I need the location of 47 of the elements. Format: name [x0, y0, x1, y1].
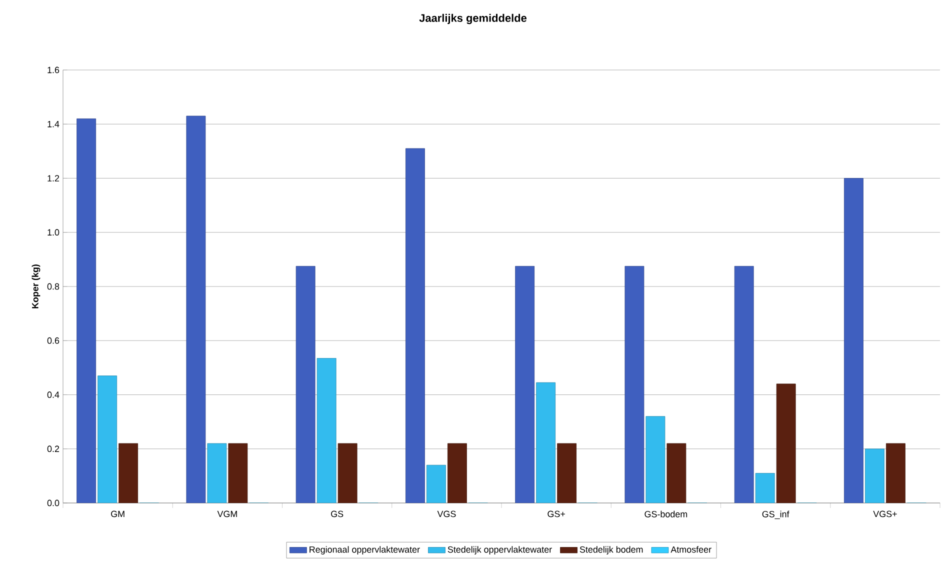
bar: [557, 443, 577, 503]
x-tick-label: VGS: [437, 510, 456, 518]
bar: [844, 178, 864, 503]
x-tick-label: GM: [111, 510, 124, 518]
legend-label: Regionaal oppervlaktewater: [310, 546, 420, 554]
bar: [406, 148, 425, 503]
y-tick-label: 1.4: [48, 121, 60, 128]
bar: [118, 443, 138, 503]
bar: [646, 416, 666, 503]
bar: [98, 376, 118, 503]
y-tick-label: 1.6: [48, 66, 60, 74]
bar: [228, 443, 248, 503]
x-tick-label: GS+: [548, 510, 565, 518]
y-tick-label: 0.4: [47, 392, 60, 398]
bar: [186, 116, 206, 503]
legend-label: Stedelijk oppervlaktewater: [448, 546, 552, 554]
bar: [338, 443, 358, 503]
bar: [296, 266, 316, 503]
bar: [755, 473, 775, 503]
y-tick-label: 1.2: [48, 175, 60, 182]
bar: [624, 266, 644, 503]
bar: [865, 448, 884, 503]
bar: [886, 443, 906, 503]
chart-title: Jaarlijks gemiddelde: [419, 14, 527, 24]
bar: [515, 266, 535, 503]
bar: [426, 464, 446, 503]
x-tick-label: GS: [331, 510, 344, 518]
y-tick-label: 0.6: [47, 337, 60, 344]
x-tick-label: VGM: [217, 510, 237, 518]
bar: [207, 443, 227, 503]
x-tick-label: VGS+: [873, 510, 897, 518]
y-tick-label: 1.0: [48, 229, 60, 236]
bar: [76, 118, 96, 503]
x-tick-label: GS-bodem: [644, 510, 688, 518]
y-tick-label: 0.0: [47, 500, 60, 506]
legend-label: Atmosfeer: [670, 546, 712, 553]
bar: [447, 443, 467, 503]
y-axis-title: Koper (kg): [32, 264, 40, 308]
bar: [776, 384, 796, 503]
bar: [316, 358, 336, 503]
y-tick-label: 0.2: [47, 446, 60, 452]
bar: [536, 382, 556, 503]
bar: [734, 266, 754, 503]
y-tick-label: 0.8: [47, 283, 60, 290]
legend-label: Stedelijk bodem: [580, 546, 643, 554]
bar: [666, 443, 686, 503]
x-tick-label: GS_inf: [762, 510, 790, 520]
